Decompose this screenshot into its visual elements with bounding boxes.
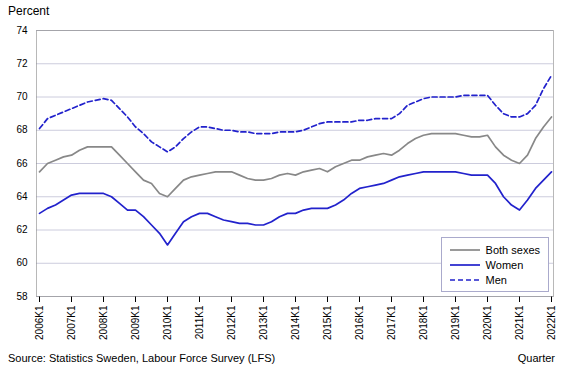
- svg-text:2022K1: 2022K1: [546, 305, 557, 340]
- svg-text:58: 58: [16, 291, 28, 302]
- svg-text:2013K1: 2013K1: [258, 305, 269, 340]
- svg-text:60: 60: [16, 257, 28, 268]
- html-text:Percent: Percent: [8, 4, 50, 18]
- html-text:Men: Men: [485, 273, 507, 286]
- svg-text:72: 72: [16, 58, 28, 69]
- svg-text:2011K1: 2011K1: [194, 305, 205, 339]
- html-text:Quarter: Quarter: [517, 352, 555, 364]
- svg-text:2021K1: 2021K1: [514, 305, 525, 340]
- svg-text:2017K1: 2017K1: [386, 305, 397, 340]
- svg-text:2010K1: 2010K1: [162, 305, 173, 340]
- svg-text:68: 68: [16, 124, 28, 135]
- svg-text:70: 70: [16, 91, 28, 102]
- svg-text:2007K1: 2007K1: [66, 305, 77, 340]
- html-text:Women: Women: [485, 258, 524, 271]
- svg-text:66: 66: [16, 158, 28, 169]
- svg-text:2012K1: 2012K1: [226, 305, 237, 340]
- html-text:Both sexes: Both sexes: [485, 243, 540, 256]
- svg-text:2018K1: 2018K1: [418, 305, 429, 340]
- svg-text:2020K1: 2020K1: [482, 305, 493, 340]
- svg-text:2019K1: 2019K1: [450, 305, 461, 340]
- svg-text:64: 64: [16, 191, 28, 202]
- svg-text:74: 74: [16, 25, 28, 36]
- svg-text:62: 62: [16, 224, 28, 235]
- svg-text:2009K1: 2009K1: [130, 305, 141, 340]
- svg-text:2014K1: 2014K1: [290, 305, 301, 340]
- svg-text:2015K1: 2015K1: [322, 305, 333, 340]
- svg-text:2006K1: 2006K1: [34, 305, 45, 340]
- html-text:Source: Statistics Sweden, Lab: Source: Statistics Sweden, Labour Force …: [8, 352, 276, 364]
- svg-text:2008K1: 2008K1: [98, 305, 109, 340]
- svg-text:2016K1: 2016K1: [354, 305, 365, 340]
